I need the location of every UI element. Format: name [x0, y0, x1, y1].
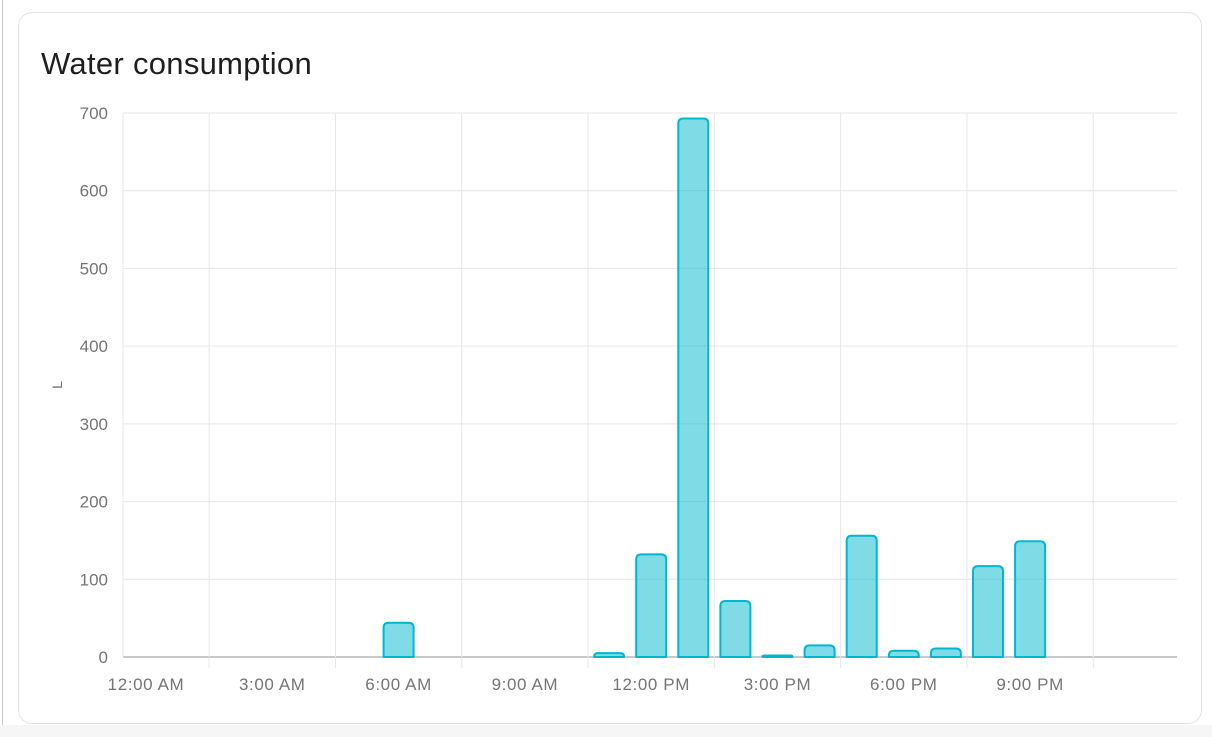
bar-hour-17[interactable]: [845, 534, 878, 658]
bar-hour-15[interactable]: [761, 654, 794, 658]
y-axis-tick-label: 100: [80, 570, 108, 589]
y-axis-tick-label: 500: [80, 259, 108, 278]
y-axis-title: L: [49, 381, 65, 389]
x-axis-tick-label: 3:00 AM: [239, 675, 306, 694]
bar-hour-19[interactable]: [929, 647, 962, 658]
x-axis-tick-label: 6:00 AM: [365, 675, 432, 694]
bar-hour-16[interactable]: [803, 644, 836, 658]
bar-hour-14[interactable]: [719, 600, 752, 658]
x-axis-tick-label: 3:00 PM: [744, 675, 812, 694]
y-axis-tick-label: 300: [80, 415, 108, 434]
bar-hour-21[interactable]: [1014, 540, 1047, 658]
card-title: Water consumption: [41, 46, 313, 81]
bar-hour-6[interactable]: [382, 621, 415, 658]
panel-left-edge-line: [2, 0, 3, 737]
y-axis-tick-label: 200: [80, 493, 108, 512]
x-axis-tick-label: 9:00 PM: [996, 675, 1064, 694]
bar-hour-11[interactable]: [593, 652, 626, 658]
page-bottom-strip: [0, 725, 1212, 737]
bar-hour-20[interactable]: [972, 565, 1004, 658]
bar-hour-18[interactable]: [887, 649, 920, 658]
x-axis-tick-label: 12:00 AM: [108, 675, 185, 694]
x-axis-tick-label: 9:00 AM: [492, 675, 559, 694]
y-axis-tick-label: 700: [80, 104, 108, 123]
y-axis-tick-label: 400: [80, 337, 108, 356]
x-axis-tick-label: 6:00 PM: [870, 675, 938, 694]
y-axis-tick-label: 600: [80, 182, 108, 201]
y-axis-tick-label: 0: [99, 648, 108, 667]
bar-hour-12[interactable]: [635, 553, 668, 658]
water-consumption-card: Water consumption: [18, 12, 1202, 724]
x-axis-tick-label: 12:00 PM: [612, 675, 690, 694]
bar-hour-13[interactable]: [677, 117, 710, 658]
